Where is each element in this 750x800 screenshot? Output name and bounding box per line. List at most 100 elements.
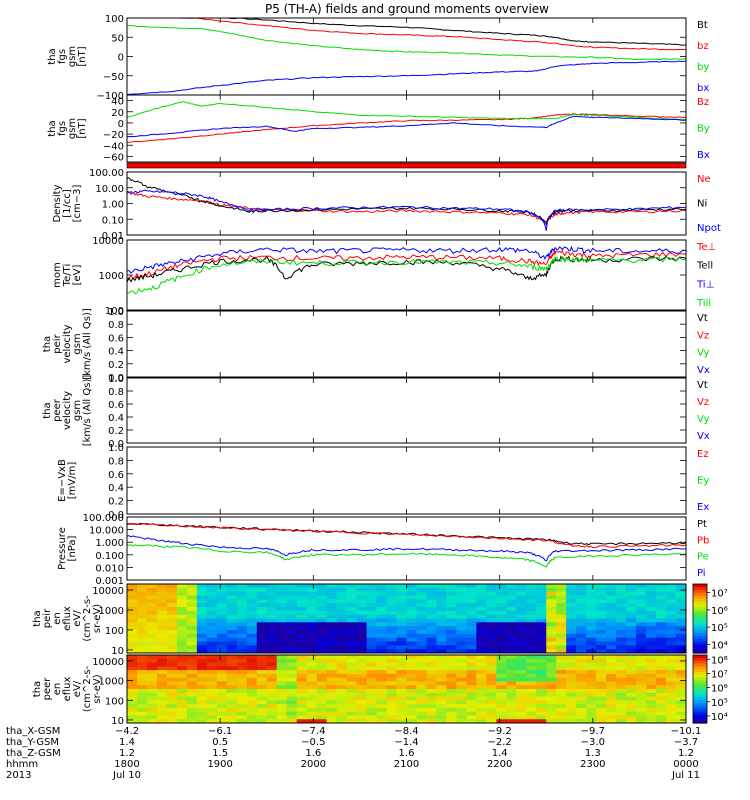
spectrogram-cell bbox=[466, 641, 477, 646]
spectrogram-cell bbox=[426, 645, 438, 650]
spectrogram-cell bbox=[556, 715, 567, 720]
spectrogram-cell bbox=[127, 670, 138, 675]
spectrogram-cell bbox=[486, 700, 497, 705]
spectrogram-cell bbox=[546, 704, 557, 709]
y-tick-label: 0.6 bbox=[108, 400, 124, 411]
spectrogram-cell bbox=[596, 655, 607, 660]
spectrogram-cell bbox=[536, 630, 547, 635]
spectrogram-cell bbox=[266, 630, 278, 635]
spectrogram-cell bbox=[536, 610, 547, 616]
spectrogram-cell bbox=[306, 591, 318, 597]
spectrogram-cell bbox=[636, 658, 647, 664]
spectrogram-cell bbox=[256, 677, 268, 683]
spectrogram-cell bbox=[496, 587, 507, 593]
spectrogram-cell bbox=[526, 649, 537, 653]
spectrogram-cell bbox=[596, 689, 607, 694]
spectrogram-cell bbox=[346, 662, 358, 667]
spectrogram-cell bbox=[616, 599, 627, 604]
spectrogram-cell bbox=[606, 666, 617, 671]
spectrogram-cell bbox=[226, 622, 238, 627]
spectrogram-cell bbox=[406, 711, 418, 717]
y-tick-label: 0.8 bbox=[108, 456, 124, 467]
spectrogram-cell bbox=[436, 666, 448, 671]
spectrogram-cell bbox=[636, 610, 647, 616]
spectrogram-cell bbox=[516, 603, 527, 608]
spectrogram-cell bbox=[346, 685, 358, 690]
spectrogram-cell bbox=[206, 662, 218, 667]
spectrogram-cell bbox=[506, 666, 517, 671]
spectrogram-cell bbox=[426, 666, 438, 671]
spectrogram-cell bbox=[416, 637, 428, 643]
spectrogram-cell bbox=[236, 599, 248, 604]
spectrogram-cell bbox=[506, 677, 517, 683]
spectrogram-cell bbox=[496, 658, 507, 664]
spectrogram-cell bbox=[276, 719, 288, 723]
spectrogram-cell bbox=[536, 692, 547, 698]
spectrogram-cell bbox=[316, 692, 328, 698]
spectrogram-cell bbox=[586, 637, 597, 643]
spectrogram-cell bbox=[406, 599, 418, 604]
spectrogram-cell bbox=[236, 649, 248, 653]
spectrogram-cell bbox=[276, 633, 288, 639]
spectrogram-cell bbox=[596, 662, 607, 667]
spectrogram-cell bbox=[566, 599, 577, 604]
spectrogram-cell bbox=[496, 666, 507, 671]
spectrogram-cell bbox=[576, 692, 587, 698]
spectrogram-cell bbox=[566, 591, 577, 597]
spectrogram-cell bbox=[526, 622, 537, 627]
spectrogram-cell bbox=[316, 715, 328, 720]
spectrogram-cell bbox=[596, 700, 607, 705]
spectrogram-cell bbox=[456, 622, 467, 627]
spectrogram-cell bbox=[176, 637, 188, 643]
spectrogram-cell bbox=[526, 719, 537, 723]
spectrogram-cell bbox=[276, 715, 288, 720]
spectrogram-cell bbox=[546, 681, 557, 686]
spectrogram-cell bbox=[396, 641, 408, 646]
spectrogram-cell bbox=[216, 715, 228, 720]
spectrogram-cell bbox=[156, 637, 168, 643]
spectrogram-cell bbox=[576, 607, 587, 612]
legend-label-bz: bz bbox=[697, 41, 709, 52]
spectrogram-cell bbox=[256, 591, 268, 597]
spectrogram-cell bbox=[136, 666, 148, 671]
spectrogram-cell bbox=[336, 700, 348, 705]
spectrogram-cell bbox=[186, 670, 198, 675]
spectrogram-cell bbox=[196, 614, 208, 620]
spectrogram-cell bbox=[586, 658, 597, 664]
spectrogram-cell bbox=[316, 696, 328, 701]
spectrogram-cell bbox=[596, 692, 607, 698]
spectrogram-cell bbox=[446, 662, 458, 667]
spectrogram-cell bbox=[346, 673, 358, 679]
spectrogram-cell bbox=[256, 666, 268, 671]
legend-label-Pb: Pb bbox=[697, 535, 709, 546]
spectrogram-cell bbox=[296, 658, 308, 664]
series-line-Bz bbox=[127, 113, 686, 143]
y-axis-label-line: Pressure bbox=[57, 527, 68, 570]
legend-label-Npot: Npot bbox=[697, 223, 721, 234]
spectrogram-cell bbox=[376, 591, 388, 597]
spectrogram-cell bbox=[186, 591, 198, 597]
legend-label-Ey: Ey bbox=[697, 476, 709, 487]
spectrogram-cell bbox=[586, 673, 597, 679]
spectrogram-cell bbox=[646, 719, 657, 723]
spectrogram-cell bbox=[456, 704, 467, 709]
spectrogram-cell bbox=[246, 692, 258, 698]
spectrogram-cell bbox=[566, 645, 577, 650]
x-tick-label: 1.2 bbox=[678, 748, 694, 759]
spectrogram-cell bbox=[496, 689, 507, 694]
spectrogram-cell bbox=[456, 685, 467, 690]
y-tick-label: 1000 bbox=[99, 271, 124, 282]
spectrogram-cell bbox=[406, 685, 418, 690]
series-line-Ne bbox=[127, 191, 686, 223]
spectrogram-cell bbox=[326, 681, 338, 686]
spectrogram-cell bbox=[606, 637, 617, 643]
spectrogram-cell bbox=[576, 711, 587, 717]
spectrogram-cell bbox=[246, 633, 258, 639]
y-tick-label: 0.4 bbox=[108, 347, 124, 358]
spectrogram-cell bbox=[426, 591, 438, 597]
spectrogram-cell bbox=[256, 603, 268, 608]
spectrogram-cell bbox=[276, 681, 288, 686]
spectrogram-cell bbox=[296, 645, 308, 650]
legend-label-Ni: Ni bbox=[697, 199, 707, 210]
colorbar-cell bbox=[693, 630, 707, 634]
